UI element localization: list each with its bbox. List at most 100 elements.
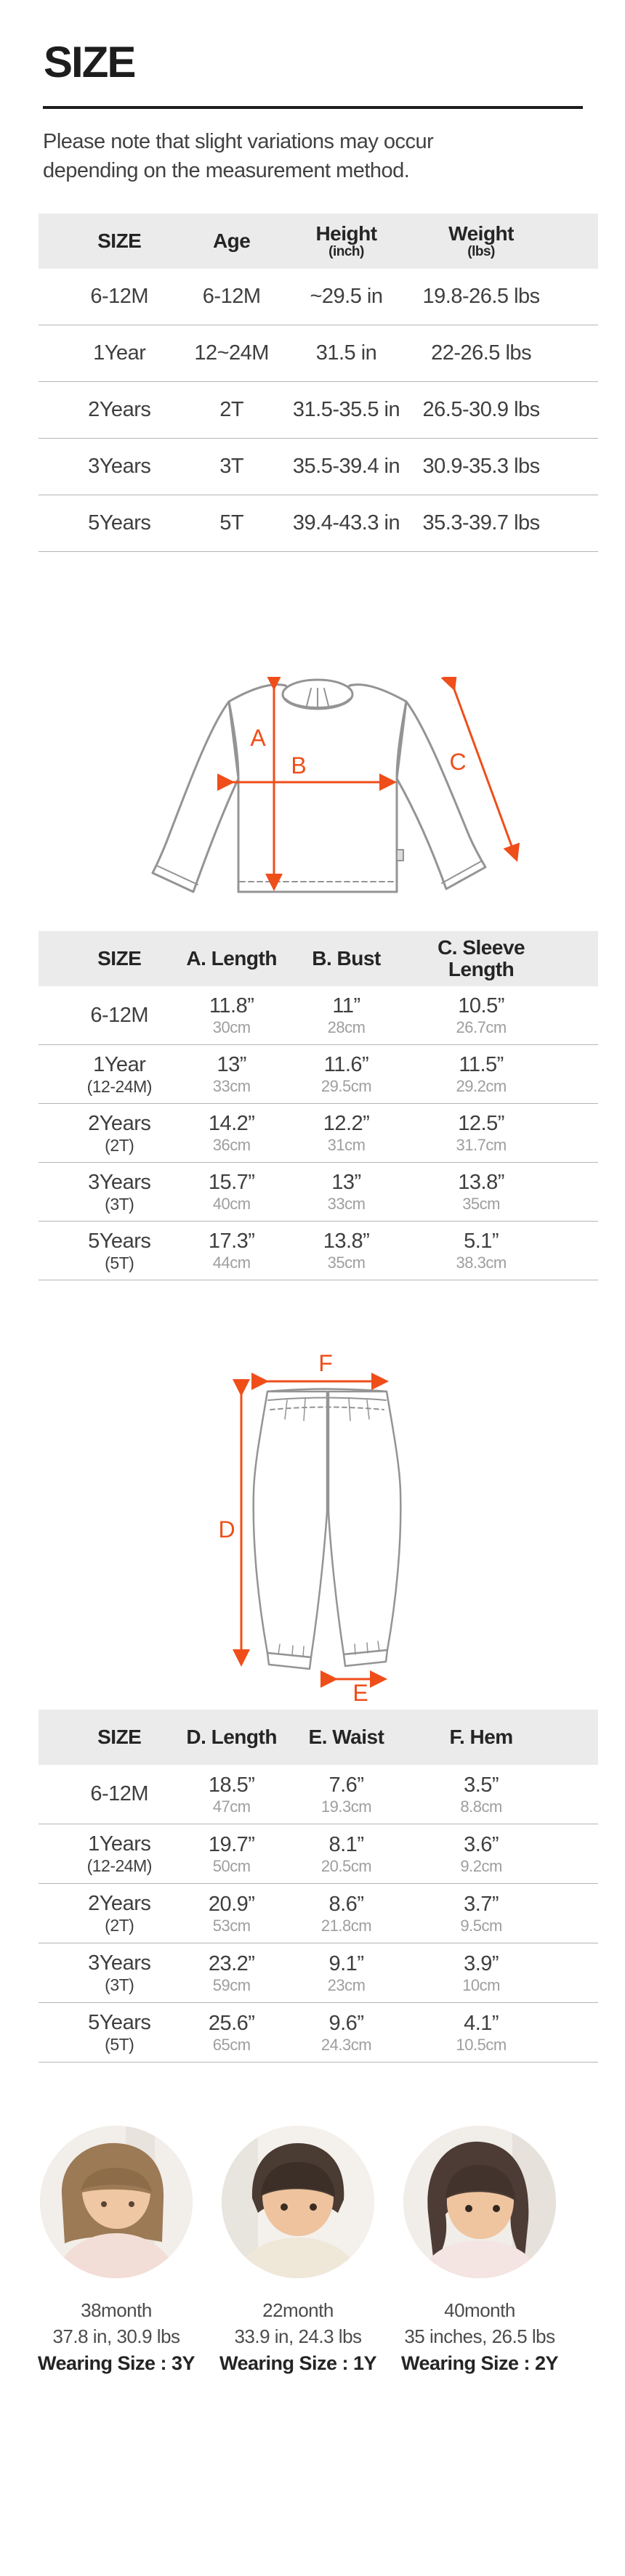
height-value: 31.5 in bbox=[315, 341, 377, 365]
age-value: 3T bbox=[219, 455, 244, 478]
length-cell: 18.5” 47cm bbox=[208, 1773, 255, 1816]
pants-waist-gathers bbox=[284, 1398, 370, 1421]
header-cell-length: A. Length bbox=[186, 947, 277, 970]
pants-label-f: E bbox=[352, 1680, 368, 1702]
size-value: 1Year bbox=[93, 341, 146, 365]
table-header-row: SIZE Age Height (inch) Weight (lbs) bbox=[39, 214, 598, 269]
table-header-row: SIZE A. Length B. Bust C. Sleeve Length bbox=[39, 931, 598, 986]
hem-cell: 4.1” 10.5cm bbox=[456, 2011, 507, 2054]
hem-cell: 3.5” 8.8cm bbox=[460, 1773, 502, 1816]
shirt-collar-ties bbox=[306, 688, 329, 708]
header-cell-length: D. Length bbox=[186, 1726, 277, 1748]
header-cell-height: Height (inch) bbox=[315, 222, 377, 259]
model-caption: 38month 37.8 in, 30.9 lbs Wearing Size :… bbox=[38, 2297, 195, 2377]
waist-cell: 9.6” 24.3cm bbox=[320, 2011, 372, 2054]
sleeve-cell: 11.5” 29.2cm bbox=[456, 1053, 507, 1095]
table-row: 3Years (3T) 15.7” 40cm 13” 33cm 13.8” 35cm bbox=[39, 1163, 598, 1222]
model-photo-girl-40month bbox=[403, 2126, 556, 2278]
model-caption: 40month 35 inches, 26.5 lbs Wearing Size… bbox=[400, 2297, 559, 2377]
length-cell: 17.3” 44cm bbox=[208, 1230, 255, 1272]
header-cell-size: SIZE bbox=[97, 1726, 142, 1748]
size-cell: 1Years (12-24M) bbox=[86, 1832, 153, 1875]
age-value: 12~24M bbox=[194, 341, 269, 365]
height-value: 35.5-39.4 in bbox=[292, 455, 400, 478]
length-cell: 19.7” 50cm bbox=[208, 1832, 255, 1875]
waist-cell: 7.6” 19.3cm bbox=[320, 1773, 372, 1816]
size-cell: 1Year (12-24M) bbox=[86, 1052, 153, 1096]
age-value: 5T bbox=[219, 511, 244, 535]
shirt-left-cuff-seam bbox=[156, 865, 198, 885]
weight-value: 35.3-39.7 lbs bbox=[422, 511, 541, 535]
measurement-note: Please note that slight variations may o… bbox=[43, 127, 581, 185]
model-wearing-size: Wearing Size : 3Y bbox=[37, 2352, 195, 2374]
pants-waistband-stitch bbox=[270, 1406, 384, 1410]
table-row: 6-12M 6-12M ~29.5 in 19.8-26.5 lbs bbox=[39, 269, 598, 325]
table-row: 2Years 2T 31.5-35.5 in 26.5-30.9 lbs bbox=[39, 382, 598, 439]
sleeve-cell: 13.8” 35cm bbox=[458, 1171, 504, 1213]
weight-value: 19.8-26.5 lbs bbox=[422, 285, 541, 308]
model-column: 22month 33.9 in, 24.3 lbs Wearing Size :… bbox=[207, 2126, 389, 2377]
model-photo-boy-22month bbox=[222, 2126, 374, 2278]
height-value: ~29.5 in bbox=[310, 285, 383, 308]
pants-measurements-table: SIZE D. Length E. Waist F. Hem 6-12M 18.… bbox=[39, 1710, 598, 2063]
model-photos-section: 38month 37.8 in, 30.9 lbs Wearing Size :… bbox=[25, 2126, 600, 2377]
waist-cell: 9.1” 23cm bbox=[327, 1951, 366, 1994]
table-row: 1Years (12-24M) 19.7” 50cm 8.1” 20.5cm 3.6”… bbox=[39, 1824, 598, 1884]
note-line-2: depending on the measurement method. bbox=[43, 159, 410, 182]
sleeve-cell: 10.5” 26.7cm bbox=[456, 994, 507, 1036]
model-stats: 37.8 in, 30.9 lbs bbox=[52, 2325, 180, 2347]
size-cell: 3Years (3T) bbox=[88, 1951, 151, 1994]
title-divider bbox=[43, 106, 583, 109]
size-value: 3Years bbox=[88, 455, 151, 478]
size-cell: 3Years (3T) bbox=[88, 1170, 151, 1214]
model-wearing-size: Wearing Size : 2Y bbox=[400, 2352, 559, 2374]
header-cell-size: SIZE bbox=[97, 947, 142, 970]
model-column: 38month 37.8 in, 30.9 lbs Wearing Size :… bbox=[25, 2126, 207, 2377]
age-value: 2T bbox=[219, 398, 244, 421]
header-cell-hem: F. Hem bbox=[449, 1726, 513, 1748]
weight-value: 30.9-35.3 lbs bbox=[422, 455, 541, 478]
table-row: 2Years (2T) 14.2” 36cm 12.2” 31cm 12.5” 31.7… bbox=[39, 1104, 598, 1163]
table-row: 5Years 5T 39.4-43.3 in 35.3-39.7 lbs bbox=[39, 495, 598, 552]
pants-measurement-diagram: F D E bbox=[218, 1354, 402, 1702]
height-value: 31.5-35.5 in bbox=[292, 398, 400, 421]
length-cell: 15.7” 40cm bbox=[208, 1171, 255, 1213]
size-cell: 2Years (2T) bbox=[88, 1111, 151, 1155]
table-row: 1Year (12-24M) 13” 33cm 11.6” 29.5cm 11.5” 2… bbox=[39, 1045, 598, 1104]
shirt-left-sleeve bbox=[151, 700, 240, 893]
table-row: 5Years (5T) 25.6” 65cm 9.6” 24.3cm 4.1” 10.5… bbox=[39, 2003, 598, 2063]
weight-value: 22-26.5 lbs bbox=[431, 341, 532, 365]
age-height-weight-table: SIZE Age Height (inch) Weight (lbs) 6-12M … bbox=[39, 214, 598, 552]
table-row: 3Years 3T 35.5-39.4 in 30.9-35.3 lbs bbox=[39, 439, 598, 495]
header-cell-weight: Weight (lbs) bbox=[448, 222, 514, 259]
bust-cell: 12.2” 31cm bbox=[323, 1112, 370, 1154]
shirt-label-b: B bbox=[291, 752, 306, 779]
bust-cell: 11.6” 29.5cm bbox=[320, 1053, 372, 1095]
table-row: 1Year 12~24M 31.5 in 22-26.5 lbs bbox=[39, 325, 598, 382]
size-cell: 6-12M bbox=[90, 1782, 149, 1805]
length-cell: 20.9” 53cm bbox=[208, 1892, 255, 1935]
pants-waistband-seam bbox=[267, 1397, 387, 1401]
shirt-torso bbox=[227, 683, 408, 893]
table-header-row: SIZE D. Length E. Waist F. Hem bbox=[39, 1710, 598, 1765]
header-cell-age: Age bbox=[212, 229, 251, 252]
top-measurements-table: SIZE A. Length B. Bust C. Sleeve Length … bbox=[39, 931, 598, 1280]
shirt-side-tag bbox=[396, 849, 404, 861]
length-cell: 25.6” 65cm bbox=[208, 2011, 255, 2054]
size-cell: 5Years (5T) bbox=[88, 2011, 151, 2054]
model-stats: 35 inches, 26.5 lbs bbox=[404, 2325, 555, 2347]
weight-value: 26.5-30.9 lbs bbox=[422, 398, 541, 421]
model-age: 40month bbox=[444, 2299, 515, 2321]
sleeve-cell: 12.5” 31.7cm bbox=[456, 1112, 507, 1154]
note-line-1: Please note that slight variations may o… bbox=[43, 130, 434, 153]
pants-left-cuff bbox=[266, 1651, 312, 1670]
length-cell: 11.8” 30cm bbox=[209, 994, 254, 1036]
model-stats: 33.9 in, 24.3 lbs bbox=[234, 2325, 362, 2347]
table-row: 6-12M 11.8” 30cm 11” 28cm 10.5” 26.7cm bbox=[39, 986, 598, 1045]
pants-label-e: F bbox=[318, 1354, 333, 1376]
bust-cell: 13.8” 35cm bbox=[323, 1230, 370, 1272]
shirt-label-c: C bbox=[449, 749, 466, 775]
size-value: 2Years bbox=[88, 398, 151, 421]
shirt-measurement-diagram: A B C bbox=[151, 677, 520, 893]
page-title: SIZE bbox=[44, 38, 136, 86]
